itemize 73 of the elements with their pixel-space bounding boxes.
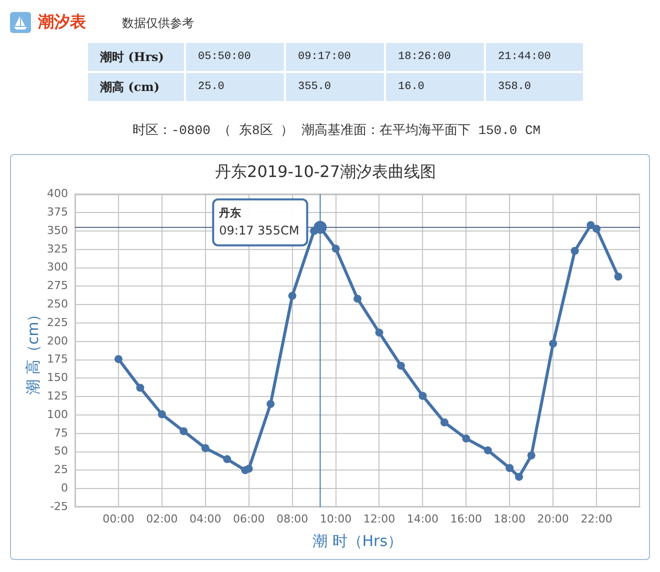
point [549,340,558,348]
point [332,244,340,253]
point [570,246,579,255]
y-tick-label: 250 [47,297,68,310]
point [484,446,492,454]
point [114,355,122,364]
point [354,294,362,303]
y-tick-label: 375 [47,205,68,218]
x-tick-label: 10:00 [320,512,352,526]
x-tick-label: 14:00 [406,512,439,526]
y-tick-label: 175 [47,352,68,366]
category-label: 09:17:00 [285,42,385,72]
point [266,400,275,408]
point [614,272,622,281]
y-tick-label: 350 [47,224,68,237]
y-tick-label: 0 [61,481,68,494]
data-label: 358.0 [485,72,584,102]
x-tick-label: 22:00 [580,512,612,526]
x-tick-label: 06:00 [232,512,265,526]
point [586,221,595,230]
y-axis-title: 潮 高（cm） [24,306,42,394]
y-tick-label: 50 [54,444,68,458]
point [375,328,384,337]
y-tick-label: 25 [54,463,68,476]
point [440,418,448,426]
point [527,451,536,460]
point [136,384,144,392]
point [592,224,601,233]
point [244,464,253,473]
y-tick-label: 400 [47,187,68,200]
y-tick-label: 300 [47,260,68,274]
y-tick-label: -25 [50,500,68,513]
y-tick-label: 275 [47,279,68,292]
category-label: 05:50:00 [185,42,285,72]
chart-title: 丹东2019-10-27潮汐表曲线图 [215,162,436,181]
y-tick-label: 75 [54,426,68,440]
x-axis-title: 潮 时（Hrs） [312,532,403,550]
data-label: 16.0 [385,72,485,102]
x-tick-label: 12:00 [363,512,396,526]
x-tick-label: 16:00 [450,512,482,526]
point [180,427,188,436]
point [223,455,232,464]
x-tick-label: 04:00 [190,512,222,526]
annotation: 丹东 [218,206,242,220]
x-tick-label: 02:00 [146,512,178,526]
point [396,362,405,370]
text: 潮高 (cm) [87,72,185,102]
y-tick-label: 100 [47,408,68,421]
y-tick-label: 125 [47,389,68,402]
y-tick-label: 200 [47,334,68,348]
y-tick-label: 225 [47,316,68,329]
y-tick-label: 325 [47,242,68,256]
text: 潮汐表 [38,12,86,33]
data-label: 355.0 [285,72,385,102]
point [506,464,514,472]
point [201,444,210,452]
annotation: 09:17 355CM [219,223,300,238]
category-label: 18:26:00 [385,42,485,72]
point [288,292,296,300]
x-tick-label: 08:00 [276,512,308,526]
text: 时区：-0800 （ 东8区 ） 潮高基准面：在平均海平面下 150.0 CM [131,122,542,139]
text: 潮时 (Hrs) [87,42,185,72]
text: 数据仅供参考 [122,15,194,32]
point [158,410,166,418]
x-tick-label: 00:00 [102,512,134,526]
category-label: 21:44:00 [485,42,584,72]
data-label: 25.0 [185,72,285,102]
x-tick-label: 20:00 [537,512,569,526]
point [515,472,524,481]
y-tick-label: 150 [47,371,68,384]
x-tick-label: 18:00 [494,512,526,526]
point [462,434,470,443]
point [418,392,427,400]
